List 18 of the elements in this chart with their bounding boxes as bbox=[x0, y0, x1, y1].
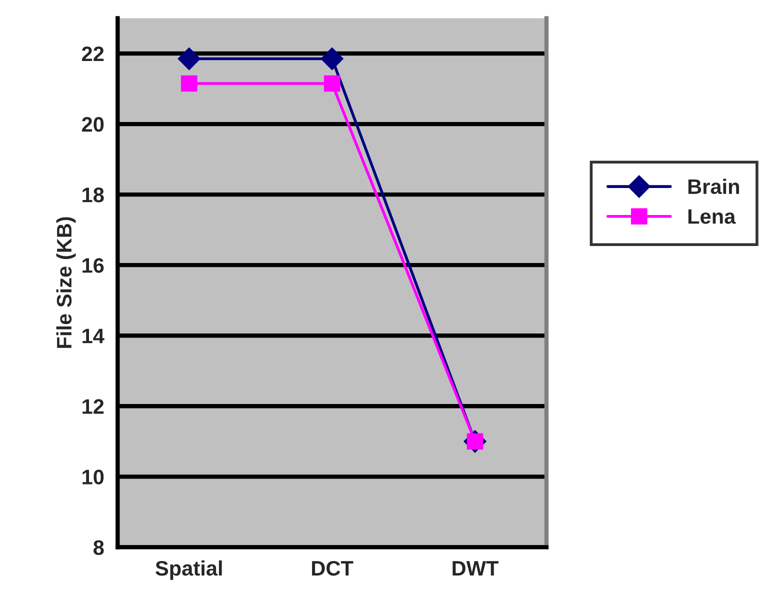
y-tick-label: 14 bbox=[82, 328, 104, 344]
legend-label: Lena bbox=[688, 209, 736, 224]
y-tick-label: 12 bbox=[82, 399, 104, 414]
y-tick-label: 18 bbox=[82, 188, 104, 202]
x-tick-label: DCT bbox=[312, 560, 354, 576]
x-tick-label: DWT bbox=[452, 561, 498, 576]
y-axis-title: File Size (KB) bbox=[56, 217, 76, 348]
y-tick-label: 16 bbox=[82, 258, 104, 273]
y-tick-label: 22 bbox=[82, 46, 104, 62]
point bbox=[178, 47, 200, 70]
point bbox=[324, 75, 340, 92]
y-tick-label: 8 bbox=[94, 540, 104, 555]
x-tick-label: Spatial bbox=[156, 560, 222, 580]
y-tick-label: 20 bbox=[82, 117, 104, 132]
point bbox=[180, 75, 198, 92]
point bbox=[320, 47, 344, 70]
legend-label: Brain bbox=[688, 178, 739, 194]
y-tick-label: 10 bbox=[82, 470, 104, 484]
